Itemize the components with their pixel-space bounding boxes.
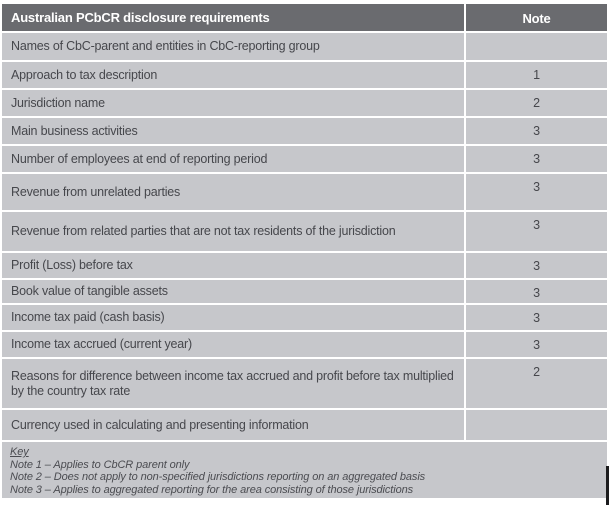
- row-note: 2: [466, 90, 607, 116]
- key-note-3: Note 3 – Applies to aggregated reporting…: [10, 483, 414, 496]
- key-note-1: Note 1 – Applies to CbCR parent only: [10, 458, 190, 471]
- table-row: Number of employees at end of reporting …: [2, 146, 607, 172]
- table-row: Main business activities 3: [2, 118, 607, 144]
- page-edge-mark: [606, 466, 609, 505]
- table-row: Revenue from related parties that are no…: [2, 212, 607, 251]
- row-note: 2: [466, 359, 607, 408]
- row-label: Revenue from related parties that are no…: [2, 212, 464, 251]
- table-row: Profit (Loss) before tax 3: [2, 253, 607, 278]
- row-label: Reasons for difference between income ta…: [2, 359, 464, 408]
- disclosure-requirements-table: Australian PCbCR disclosure requirements…: [2, 4, 607, 498]
- table-row: Reasons for difference between income ta…: [2, 359, 607, 408]
- key-title: Key: [10, 446, 29, 458]
- row-label: Names of CbC-parent and entities in CbC-…: [2, 33, 464, 60]
- table-row: Income tax paid (cash basis) 3: [2, 305, 607, 330]
- table-row: Names of CbC-parent and entities in CbC-…: [2, 33, 607, 60]
- table-header-row: Australian PCbCR disclosure requirements…: [2, 4, 607, 31]
- row-note: 3: [466, 332, 607, 357]
- row-note: 3: [466, 280, 607, 303]
- table-row: Approach to tax description 1: [2, 62, 607, 88]
- row-label: Approach to tax description: [2, 62, 464, 88]
- table-row: Income tax accrued (current year) 3: [2, 332, 607, 357]
- row-label: Book value of tangible assets: [2, 280, 464, 303]
- row-note: 3: [466, 118, 607, 144]
- row-note: 3: [466, 146, 607, 172]
- row-note: [466, 33, 607, 60]
- row-note: 1: [466, 62, 607, 88]
- row-label: Jurisdiction name: [2, 90, 464, 116]
- row-label: Main business activities: [2, 118, 464, 144]
- row-label: Number of employees at end of reporting …: [2, 146, 464, 172]
- table-header-note-column: Note: [466, 4, 607, 31]
- row-label: Income tax paid (cash basis): [2, 305, 464, 330]
- table-header-title: Australian PCbCR disclosure requirements: [2, 4, 464, 31]
- row-label: Profit (Loss) before tax: [2, 253, 464, 278]
- table-row: Revenue from unrelated parties 3: [2, 174, 607, 210]
- row-note: 3: [466, 212, 607, 251]
- table-row: Currency used in calculating and present…: [2, 410, 607, 440]
- row-note: 3: [466, 305, 607, 330]
- table-row: Jurisdiction name 2: [2, 90, 607, 116]
- key-note-2: Note 2 – Does not apply to non-specified…: [10, 471, 426, 484]
- row-note: 3: [466, 253, 607, 278]
- row-note: [466, 410, 607, 440]
- row-label: Income tax accrued (current year): [2, 332, 464, 357]
- row-note: 3: [466, 174, 607, 210]
- table-row: Book value of tangible assets 3: [2, 280, 607, 303]
- row-label: Currency used in calculating and present…: [2, 410, 464, 440]
- row-label: Revenue from unrelated parties: [2, 174, 464, 210]
- key-section: Key Note 1 – Applies to CbCR parent only…: [2, 442, 607, 498]
